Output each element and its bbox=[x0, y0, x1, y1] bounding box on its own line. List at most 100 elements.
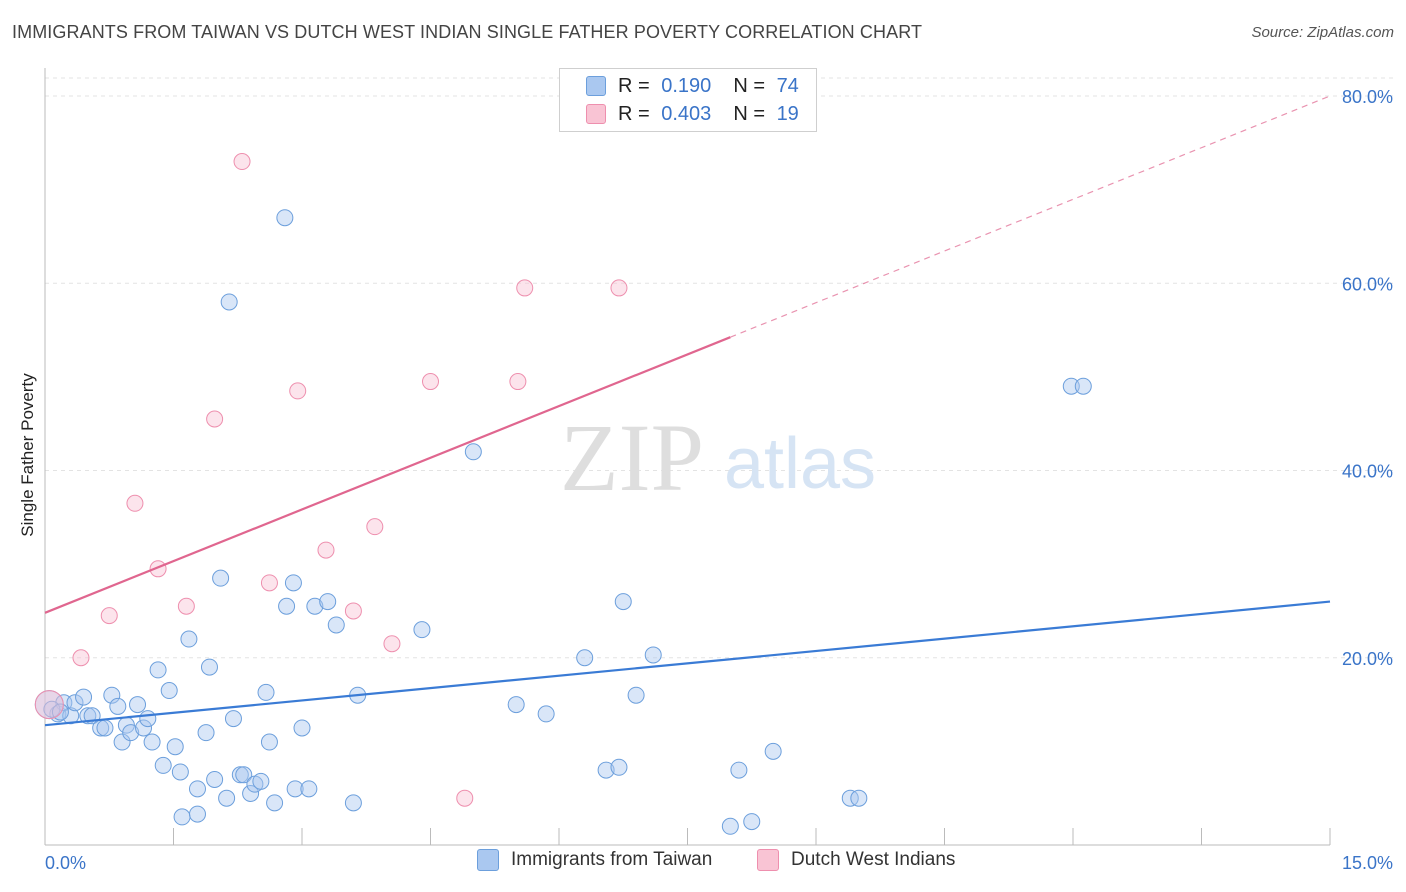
points-layer bbox=[34, 153, 1092, 835]
legend-n-value: 19 bbox=[776, 102, 799, 125]
point-taiwan bbox=[610, 758, 628, 776]
point-taiwan bbox=[200, 658, 218, 676]
source-label: Source: ZipAtlas.com bbox=[1251, 24, 1394, 41]
point-taiwan bbox=[252, 772, 270, 790]
point-taiwan bbox=[743, 813, 761, 831]
point-taiwan bbox=[260, 733, 278, 751]
point-taiwan bbox=[841, 789, 859, 807]
point-dutch bbox=[456, 789, 474, 807]
point-taiwan bbox=[721, 817, 739, 835]
point-taiwan bbox=[218, 789, 236, 807]
point-taiwan bbox=[413, 621, 431, 639]
watermark: ZIP atlas bbox=[560, 404, 876, 511]
legend-n-label: N = bbox=[733, 102, 765, 125]
point-taiwan bbox=[286, 780, 304, 798]
point-taiwan bbox=[139, 710, 157, 728]
point-taiwan bbox=[576, 649, 594, 667]
x-tick-label-max: 15.0% bbox=[1342, 853, 1393, 873]
point-taiwan bbox=[284, 574, 302, 592]
point-taiwan bbox=[537, 705, 555, 723]
trendline-taiwan bbox=[44, 600, 1331, 727]
point-taiwan bbox=[276, 209, 294, 227]
point-dutch bbox=[422, 373, 439, 391]
point-taiwan bbox=[257, 683, 275, 701]
legend-swatch-dutch bbox=[586, 104, 606, 124]
point-taiwan bbox=[103, 686, 121, 704]
x-tick-label-min: 0.0% bbox=[45, 853, 86, 873]
point-taiwan bbox=[171, 763, 189, 781]
point-taiwan bbox=[266, 794, 284, 812]
point-taiwan bbox=[122, 724, 140, 742]
point-dutch bbox=[383, 635, 401, 653]
point-taiwan bbox=[75, 688, 93, 706]
point-taiwan bbox=[129, 696, 147, 714]
point-taiwan bbox=[764, 742, 782, 760]
point-taiwan bbox=[224, 710, 242, 728]
legend-r-value: 0.403 bbox=[661, 102, 712, 125]
watermark-zip: ZIP bbox=[560, 404, 704, 511]
point-dutch bbox=[509, 373, 527, 391]
point-taiwan bbox=[160, 682, 178, 700]
legend-swatch-dutch bbox=[757, 849, 779, 871]
legend-n-label: N = bbox=[733, 74, 765, 97]
point-dutch bbox=[344, 602, 362, 620]
trendline-dutch bbox=[44, 336, 731, 614]
point-taiwan bbox=[344, 794, 362, 812]
point-taiwan bbox=[293, 719, 311, 737]
y-axis-label: Single Father Poverty bbox=[18, 373, 37, 537]
point-taiwan bbox=[188, 805, 206, 823]
point-taiwan bbox=[627, 686, 645, 704]
point-dutch bbox=[366, 518, 384, 536]
point-taiwan bbox=[173, 808, 191, 826]
point-taiwan bbox=[850, 789, 868, 807]
point-dutch bbox=[34, 690, 64, 720]
point-taiwan bbox=[220, 293, 238, 311]
point-taiwan bbox=[166, 738, 184, 756]
point-taiwan bbox=[197, 724, 215, 742]
point-taiwan bbox=[135, 719, 153, 737]
series-legend: Immigrants from Taiwan Dutch West Indian… bbox=[0, 849, 1406, 879]
point-taiwan bbox=[154, 756, 172, 774]
point-taiwan bbox=[149, 661, 167, 679]
legend-label-taiwan: Immigrants from Taiwan bbox=[511, 849, 713, 870]
point-taiwan bbox=[62, 707, 80, 725]
point-taiwan bbox=[319, 593, 337, 611]
legend-r-label: R = bbox=[618, 74, 650, 97]
point-dutch bbox=[317, 541, 335, 559]
point-taiwan bbox=[278, 597, 296, 615]
point-taiwan bbox=[507, 696, 525, 714]
point-taiwan bbox=[235, 766, 253, 784]
y-tick-label: 80.0% bbox=[1342, 87, 1393, 107]
point-taiwan bbox=[730, 761, 748, 779]
point-taiwan bbox=[464, 443, 482, 461]
point-taiwan bbox=[614, 593, 632, 611]
point-taiwan bbox=[96, 719, 114, 737]
point-taiwan bbox=[66, 694, 84, 712]
point-taiwan bbox=[1062, 377, 1080, 395]
legend-item-dutch: Dutch West Indians bbox=[757, 849, 955, 871]
point-taiwan bbox=[597, 761, 615, 779]
legend-n-value: 74 bbox=[776, 74, 799, 97]
y-tick-label: 20.0% bbox=[1342, 649, 1393, 669]
point-taiwan bbox=[113, 733, 131, 751]
point-taiwan bbox=[180, 630, 198, 648]
legend-r-label: R = bbox=[618, 102, 650, 125]
legend-label-dutch: Dutch West Indians bbox=[791, 849, 956, 870]
axis-layer bbox=[44, 68, 1331, 846]
point-dutch bbox=[177, 597, 195, 615]
legend-swatch-taiwan bbox=[477, 849, 499, 871]
point-dutch bbox=[206, 410, 224, 428]
point-taiwan bbox=[212, 569, 230, 587]
legend-swatch-taiwan bbox=[586, 76, 606, 96]
point-taiwan bbox=[644, 646, 662, 664]
point-taiwan bbox=[109, 697, 127, 715]
point-dutch bbox=[610, 279, 628, 297]
y-tick-label: 60.0% bbox=[1342, 274, 1393, 294]
point-taiwan bbox=[188, 780, 206, 798]
correlation-legend: R = 0.190 N = 74 R = 0.403 N = 19 bbox=[559, 68, 817, 132]
watermark-atlas: atlas bbox=[724, 424, 876, 504]
trend-layer bbox=[44, 95, 1331, 727]
point-dutch bbox=[100, 607, 118, 625]
point-dutch bbox=[72, 649, 90, 667]
